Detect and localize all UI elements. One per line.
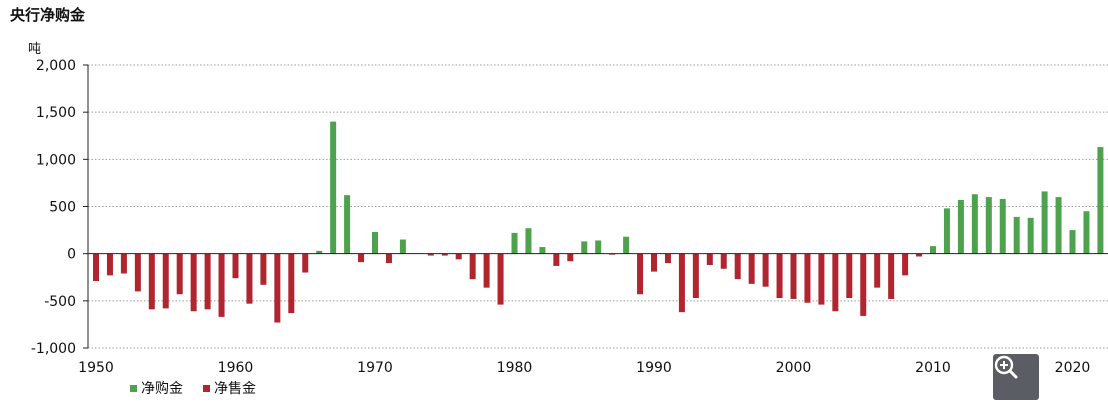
bar-net-purchase — [1027, 217, 1034, 254]
bar-net-sale — [288, 253, 295, 314]
bar-net-purchase — [943, 208, 950, 254]
y-tick-label: 2,000 — [36, 58, 76, 74]
bar-net-sale — [218, 253, 225, 317]
y-tick-label: 1,500 — [36, 105, 76, 121]
bar-net-sale — [441, 253, 448, 256]
bar-net-sale — [860, 253, 867, 316]
bar-net-sale — [385, 253, 392, 264]
bar-net-sale — [776, 253, 783, 299]
legend-item-sell: 净售金 — [203, 378, 256, 398]
bar-net-sale — [106, 253, 113, 276]
bar-net-sale — [162, 253, 169, 309]
legend-swatch-sell — [203, 384, 210, 392]
bar-net-sale — [692, 253, 699, 299]
legend-item-buy: 净购金 — [130, 378, 183, 398]
bar-net-sale — [790, 253, 797, 299]
bar-net-sale — [148, 253, 155, 310]
y-tick-label: -500 — [44, 294, 76, 310]
legend-swatch-buy — [130, 384, 137, 392]
bar-net-sale — [358, 253, 365, 263]
bar-net-sale — [832, 253, 839, 312]
bar-net-purchase — [1069, 230, 1076, 254]
bar-net-sale — [497, 253, 504, 305]
bar-net-sale — [455, 253, 462, 260]
bar-net-sale — [720, 253, 727, 269]
bar-net-sale — [804, 253, 811, 303]
bar-net-sale — [748, 253, 755, 284]
bar-net-sale — [664, 253, 671, 264]
y-axis-unit-label: 吨 — [28, 42, 42, 57]
bar-net-sale — [888, 253, 895, 299]
bar-net-sale — [916, 253, 923, 257]
y-tick-label: 500 — [49, 200, 76, 216]
bar-net-sale — [483, 253, 490, 288]
bar-net-purchase — [539, 247, 546, 254]
bar-net-purchase — [1055, 197, 1062, 254]
bar-net-purchase — [1013, 216, 1020, 254]
zoom-in-icon — [994, 355, 1018, 379]
bar-net-sale — [190, 253, 197, 312]
bar-net-sale — [469, 253, 476, 280]
bar-net-sale — [120, 253, 127, 274]
chart-title: 央行净购金 — [10, 6, 86, 24]
bar-net-sale — [134, 253, 141, 292]
bar-net-sale — [567, 253, 574, 262]
bar-net-purchase — [1041, 191, 1048, 254]
x-tick-label: 1990 — [636, 360, 672, 376]
bar-net-sale — [204, 253, 211, 310]
bar-net-purchase — [581, 241, 588, 254]
zoom-in-button[interactable] — [993, 354, 1039, 400]
bar-net-purchase — [1097, 147, 1104, 254]
bar-net-sale — [176, 253, 183, 295]
bar-net-sale — [762, 253, 769, 287]
bar-net-purchase — [957, 199, 964, 254]
bar-net-sale — [232, 253, 239, 279]
bar-net-purchase — [511, 232, 518, 254]
bar-net-sale — [902, 253, 909, 276]
bar-net-purchase — [971, 194, 978, 254]
y-tick-label: -1,000 — [31, 341, 76, 357]
bar-net-sale — [302, 253, 309, 273]
bar-net-purchase — [930, 246, 936, 254]
bar-net-purchase — [525, 228, 532, 254]
bar-net-sale — [706, 253, 713, 265]
bar-net-sale — [874, 253, 881, 288]
bar-net-purchase — [999, 198, 1006, 254]
bar-net-sale — [260, 253, 267, 285]
y-tick-label: 0 — [67, 247, 76, 263]
x-tick-label: 2000 — [776, 360, 812, 376]
bar-net-purchase — [985, 197, 992, 254]
x-tick-label: 2020 — [1055, 360, 1091, 376]
bar-net-sale — [553, 253, 560, 266]
bar-net-purchase — [330, 121, 337, 254]
x-tick-label: 1950 — [78, 360, 114, 376]
bar-net-purchase — [399, 239, 406, 254]
bar-net-sale — [637, 253, 644, 295]
x-tick-label: 1980 — [497, 360, 533, 376]
bar-net-sale — [246, 253, 253, 304]
legend-label-buy: 净购金 — [141, 381, 183, 397]
x-tick-label: 2010 — [915, 360, 951, 376]
bar-net-sale — [651, 253, 657, 272]
bar-net-purchase — [372, 231, 378, 254]
bar-net-sale — [427, 253, 434, 256]
bar-net-sale — [274, 253, 281, 323]
bar-net-sale — [734, 253, 741, 280]
bar-net-purchase — [316, 250, 323, 254]
legend: 净购金 净售金 — [130, 378, 256, 398]
bar-net-sale — [678, 253, 685, 313]
x-tick-label: 1960 — [218, 360, 254, 376]
bar-net-purchase — [1083, 211, 1090, 254]
bar-net-purchase — [595, 240, 602, 254]
x-tick-label: 1970 — [357, 360, 393, 376]
y-tick-label: 1,000 — [36, 152, 76, 168]
bar-net-sale — [93, 253, 99, 282]
bar-net-sale — [846, 253, 853, 299]
bar-net-purchase — [623, 236, 630, 254]
bar-net-purchase — [344, 195, 351, 254]
legend-label-sell: 净售金 — [214, 381, 256, 397]
bar-net-sale — [818, 253, 825, 305]
